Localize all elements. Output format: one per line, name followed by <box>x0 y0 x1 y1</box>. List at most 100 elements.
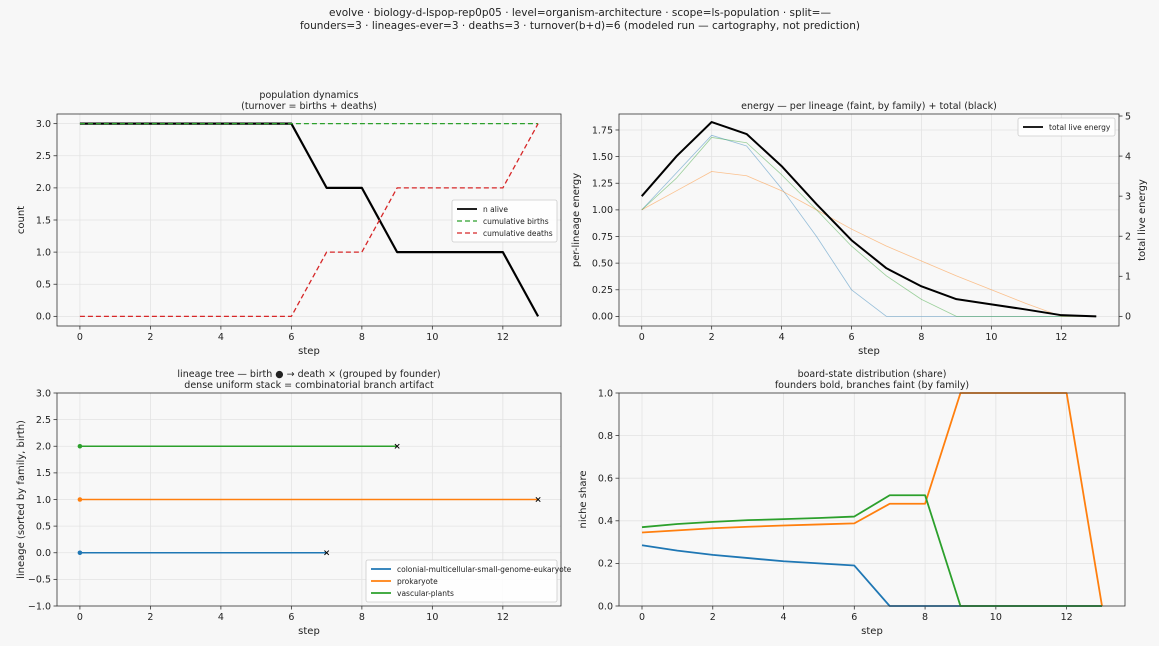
x-tick-label: 0 <box>639 612 645 623</box>
y-tick-label: 0.25 <box>592 285 613 296</box>
x-tick-label: 6 <box>288 332 294 343</box>
y-tick-label: 0.75 <box>592 232 613 243</box>
panels: 0 2 4 6 8 10 120.00.51.01.52.02.53.0population… <box>16 90 1148 637</box>
series-line <box>641 171 1097 317</box>
y-tick-label: 0.5 <box>36 521 51 532</box>
x-tick-label: 12 <box>497 612 509 623</box>
y-tick-label: 3.0 <box>36 388 51 399</box>
x-axis-label: step <box>298 626 320 637</box>
legend-label: vascular-plants <box>397 589 454 598</box>
y2-axis-label: total live energy <box>1137 179 1148 261</box>
legend-label: n alive <box>483 205 508 214</box>
y2-tick-label: 0 <box>1125 312 1131 323</box>
legend-label: colonial-multicellular-small-genome-euka… <box>397 565 572 574</box>
chart-subtitle: founders bold, branches faint (by family… <box>775 380 969 391</box>
y-tick-label: 0.0 <box>598 601 613 612</box>
chart-title: board-state distribution (share) <box>798 369 947 380</box>
y2-tick-label: 2 <box>1125 232 1131 243</box>
chart-energy: 0 2 4 6 8 10 120.000.250.500.751.001.251.501.7… <box>571 101 1148 357</box>
series-line <box>640 121 1097 318</box>
y-tick-label: 2.0 <box>36 183 51 194</box>
plot-area <box>619 114 1119 326</box>
axes-frame <box>56 113 562 327</box>
y-tick-label: 0.0 <box>36 312 51 323</box>
x-tick-label: 0 <box>77 332 83 343</box>
y-tick-label: 0.5 <box>36 280 51 291</box>
chart-tree: 0 2 4 6 8 10 12 −1.0 −0.5 0.0 0.5 1.0 1.5 2.0 2.5 3.0 li… <box>16 369 572 637</box>
series-line <box>641 137 1097 317</box>
suptitle-line2: founders=3 · lineages-ever=3 · deaths=3 … <box>300 20 860 32</box>
chart-title: energy — per lineage (faint, by family) … <box>741 101 997 112</box>
plot-area <box>619 393 1125 606</box>
legend: total live energy <box>1017 117 1116 137</box>
x-tick-label: 12 <box>497 332 509 343</box>
y2-tick-label: 5 <box>1125 111 1131 122</box>
x-tick-label: 6 <box>851 612 857 623</box>
y-tick-label: −0.5 <box>28 575 51 586</box>
y-tick-label: 1.25 <box>592 179 613 190</box>
x-tick-label: 2 <box>147 332 153 343</box>
y-tick-label: 0.00 <box>592 312 613 323</box>
series-line <box>79 123 539 318</box>
birth-marker <box>77 497 83 502</box>
x-tick-label: 10 <box>426 332 438 343</box>
y-tick-label: 1.5 <box>36 468 51 479</box>
x-tick-label: 10 <box>985 332 997 343</box>
x-tick-label: 8 <box>359 332 365 343</box>
legend-label: cumulative births <box>483 217 549 226</box>
death-marker <box>535 496 541 503</box>
chart-subtitle: (turnover = births + deaths) <box>241 101 377 112</box>
x-tick-label: 2 <box>709 332 715 343</box>
y2-tick-label: 4 <box>1125 151 1131 162</box>
x-tick-label: 12 <box>1061 612 1073 623</box>
y-tick-label: 0.6 <box>598 474 613 485</box>
x-tick-label: 2 <box>147 612 153 623</box>
x-tick-label: 10 <box>426 612 438 623</box>
y-tick-label: 2.5 <box>36 151 51 162</box>
y-tick-label: 1.50 <box>592 152 613 163</box>
y2-tick-label: 1 <box>1125 272 1131 283</box>
x-tick-label: 10 <box>990 612 1002 623</box>
axes-frame <box>618 113 1120 327</box>
x-tick-label: 8 <box>922 612 928 623</box>
x-tick-label: 6 <box>848 332 854 343</box>
axes-frame <box>618 392 1126 607</box>
x-tick-label: 8 <box>359 612 365 623</box>
y-tick-label: 0.50 <box>592 258 613 269</box>
y-tick-label: 0.8 <box>598 431 613 442</box>
chart-pop: 0 2 4 6 8 10 12 0.0 0.5 1.0 1.5 2.0 2.5 3.0 population… <box>16 90 562 357</box>
y-tick-label: 1.0 <box>598 388 613 399</box>
y-tick-label: 0.2 <box>598 559 613 570</box>
x-tick-label: 4 <box>779 332 785 343</box>
y-tick-label: 2.5 <box>36 415 51 426</box>
y-tick-label: 3.0 <box>36 119 51 130</box>
x-tick-label: 0 <box>77 612 83 623</box>
chart-share: 0 2 4 6 8 10 12 0.0 0.2 0.4 0.6 0.8 1.0 board-state d… <box>578 369 1126 637</box>
y-tick-label: 0.0 <box>36 548 51 559</box>
x-tick-label: 12 <box>1055 332 1067 343</box>
series-line <box>641 134 1097 317</box>
chart-title: lineage tree — birth ● → death × (groupe… <box>177 369 440 380</box>
legend-label: prokaryote <box>397 577 438 586</box>
x-axis-label: step <box>858 346 880 357</box>
y-tick-label: 0.4 <box>598 516 613 527</box>
x-tick-label: 4 <box>218 332 224 343</box>
legend-frame <box>451 199 558 243</box>
y-axis-label: count <box>16 206 27 234</box>
y-tick-label: 2.0 <box>36 442 51 453</box>
birth-marker <box>77 550 83 556</box>
legend: n alive cumulative births cumulative death… <box>451 199 558 243</box>
legend-label: total live energy <box>1049 123 1111 132</box>
y-tick-label: 1.0 <box>36 247 51 258</box>
legend-frame <box>1017 117 1116 137</box>
legend-frame <box>365 559 558 603</box>
death-marker <box>324 550 330 556</box>
axes-frame <box>56 392 562 607</box>
y2-tick-label: 3 <box>1125 191 1131 202</box>
birth-marker <box>77 443 83 449</box>
y-tick-label: 1.0 <box>36 495 51 506</box>
chart-subtitle: dense uniform stack = combinatorial bran… <box>184 380 434 391</box>
legend-label: cumulative deaths <box>483 229 553 238</box>
x-tick-label: 4 <box>781 612 787 623</box>
y-axis-label: lineage (sorted by family, birth) <box>16 420 27 579</box>
